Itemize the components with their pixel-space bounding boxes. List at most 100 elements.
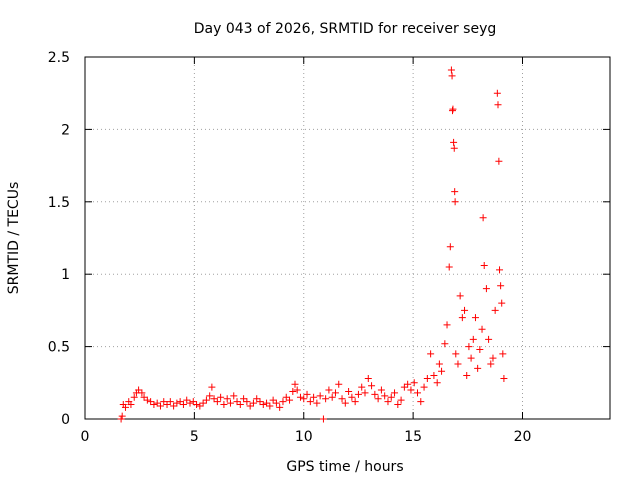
data-point <box>500 374 508 382</box>
plot-frame <box>84 56 611 420</box>
y-tick-label: 2.5 <box>48 50 70 66</box>
data-point <box>269 396 277 404</box>
data-point <box>150 401 158 409</box>
data-point <box>474 364 482 372</box>
data-point <box>358 383 366 391</box>
x-tick-label: 10 <box>295 429 313 445</box>
data-point <box>163 401 171 409</box>
data-point <box>230 392 238 400</box>
data-point <box>487 360 495 368</box>
data-point <box>316 392 324 400</box>
data-point <box>208 383 216 391</box>
data-point <box>499 350 507 358</box>
data-point <box>210 395 218 403</box>
data-point <box>296 393 304 401</box>
data-points <box>117 66 508 423</box>
data-point <box>127 401 135 409</box>
x-tick-label: 15 <box>404 429 422 445</box>
data-point <box>279 398 287 406</box>
y-tick-label: 1 <box>61 267 70 283</box>
y-tick-label: 0 <box>61 412 70 428</box>
data-point <box>118 412 126 420</box>
data-point <box>471 314 479 322</box>
data-point <box>371 390 379 398</box>
data-point <box>445 263 453 271</box>
data-point <box>407 386 415 394</box>
data-point <box>243 398 251 406</box>
data-point <box>300 395 308 403</box>
y-axis-label: SRMTID / TECUs <box>6 182 22 295</box>
data-point <box>491 306 499 314</box>
data-point <box>135 386 143 394</box>
data-point <box>345 387 353 395</box>
data-point <box>456 292 464 300</box>
data-point <box>186 399 194 407</box>
data-point <box>220 401 228 409</box>
data-point <box>233 398 241 406</box>
data-point <box>450 144 458 152</box>
data-point <box>433 379 441 387</box>
data-point <box>381 392 389 400</box>
data-point <box>173 399 181 407</box>
data-point <box>266 402 274 410</box>
data-point <box>446 243 454 251</box>
y-tick-label: 0.5 <box>48 340 70 356</box>
data-point <box>489 354 497 362</box>
data-point <box>256 398 264 406</box>
data-point <box>328 393 336 401</box>
data-point <box>479 214 487 222</box>
x-axis-label: GPS time / hours <box>286 459 403 475</box>
data-point <box>138 389 146 397</box>
data-point <box>289 387 297 395</box>
data-point <box>156 402 164 410</box>
data-point <box>496 266 504 274</box>
x-tick-label: 5 <box>190 429 199 445</box>
data-point <box>140 393 148 401</box>
data-point <box>485 335 493 343</box>
data-point <box>253 395 261 403</box>
data-point <box>451 188 459 196</box>
chart-title: Day 043 of 2026, SRMTID for receiver sey… <box>194 21 497 37</box>
y-tick-label: 1.5 <box>48 195 70 211</box>
data-point <box>410 379 418 387</box>
data-point <box>223 395 231 403</box>
data-point <box>196 402 204 410</box>
data-point <box>463 372 471 380</box>
data-point <box>420 383 428 391</box>
data-point <box>387 393 395 401</box>
data-point <box>354 390 362 398</box>
data-point <box>478 325 486 333</box>
data-point <box>166 398 174 406</box>
data-point <box>189 398 197 406</box>
data-point <box>121 403 129 411</box>
data-point <box>397 396 405 404</box>
data-point <box>465 343 473 351</box>
axis-ticks: 0 5 10 15 20 0 0.5 1 1.5 2 2.5 <box>48 50 610 445</box>
data-point <box>310 393 318 401</box>
data-point <box>435 360 443 368</box>
data-point <box>452 350 460 358</box>
data-point <box>226 399 234 407</box>
x-tick-label: 0 <box>81 429 90 445</box>
data-point <box>391 389 399 397</box>
data-point <box>394 401 402 409</box>
data-point <box>306 398 314 406</box>
data-point <box>458 314 466 322</box>
data-point <box>448 72 456 80</box>
data-point <box>246 402 254 410</box>
data-point <box>469 335 477 343</box>
data-point <box>495 157 503 165</box>
data-point <box>303 390 311 398</box>
data-point <box>438 367 446 375</box>
data-point <box>202 396 210 404</box>
data-point <box>325 386 333 394</box>
data-point <box>338 395 346 403</box>
data-point <box>176 398 184 406</box>
data-point <box>153 399 161 407</box>
x-tick-label: 20 <box>514 429 532 445</box>
data-point <box>498 299 506 307</box>
data-point <box>199 399 207 407</box>
data-point <box>467 354 475 362</box>
grid <box>85 57 610 419</box>
